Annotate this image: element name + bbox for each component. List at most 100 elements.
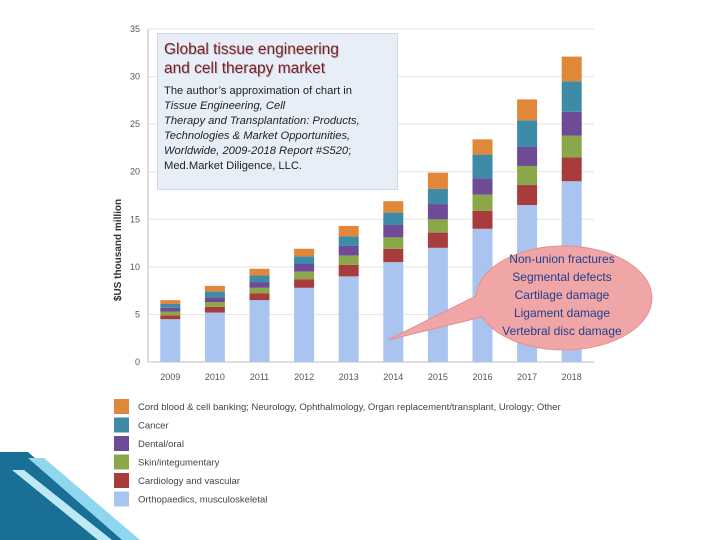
y-tick-label-7: 35 xyxy=(130,24,140,34)
source-line-3: Therapy and Transplantation: Products, xyxy=(164,115,360,127)
source-line-4: Technologies & Market Opportunities, xyxy=(164,130,351,142)
bar-2013-series-5 xyxy=(338,225,359,237)
bar-2011-series-5 xyxy=(249,268,270,276)
bar-2011-series-4 xyxy=(249,275,270,283)
x-tick-label-2010: 2010 xyxy=(205,372,225,382)
callout-text: Non-union fractures Segmental defects Ca… xyxy=(480,250,644,340)
legend-swatch-1 xyxy=(114,473,129,488)
bar-2015-series-3 xyxy=(427,204,448,220)
chart-title: Global tissue engineering and cell thera… xyxy=(164,40,391,78)
legend-swatch-5 xyxy=(114,399,129,414)
callout-line-4: Ligament damage xyxy=(513,306,611,320)
legend-label-3: Dental/oral xyxy=(138,439,184,450)
title-line-1: Global tissue engineering xyxy=(164,41,339,58)
legend-swatch-2 xyxy=(114,454,129,470)
bar-2017-series-2 xyxy=(517,166,538,186)
legend-swatch-3 xyxy=(114,436,129,451)
y-tick-label-1: 5 xyxy=(135,309,140,319)
bar-2014-series-1 xyxy=(383,248,404,263)
x-tick-label-2015: 2015 xyxy=(428,372,448,382)
bar-2013-series-3 xyxy=(338,245,359,256)
legend-label-4: Cancer xyxy=(138,421,169,432)
bar-2011-series-2 xyxy=(249,287,270,294)
x-tick-label-2009: 2009 xyxy=(160,372,180,382)
bar-2011-series-1 xyxy=(249,293,270,301)
bar-2015-series-0 xyxy=(427,247,448,362)
bar-2012-series-3 xyxy=(294,264,315,272)
source-line-1: The author’s approximation of chart in xyxy=(164,85,353,97)
bar-2016-series-4 xyxy=(472,154,493,179)
corner-shape-dark xyxy=(0,452,128,540)
bar-2011-series-3 xyxy=(249,282,270,288)
y-tick-label-4: 20 xyxy=(130,167,140,177)
title-line-2: and cell therapy market xyxy=(164,60,326,77)
y-tick-label-3: 15 xyxy=(130,214,140,224)
source-line-5: Worldwide, 2009-2018 Report #S520; xyxy=(164,144,391,159)
callout-line-3: Cartilage damage xyxy=(514,288,610,302)
callout-line-2: Segmental defects xyxy=(512,270,612,284)
y-tick-label-2: 10 xyxy=(130,262,140,272)
bar-2013-series-4 xyxy=(338,236,359,246)
legend-label-0: Orthopaedics, musculoskeletal xyxy=(138,495,267,506)
x-tick-label-2016: 2016 xyxy=(472,372,492,382)
bar-2017-series-3 xyxy=(517,146,538,167)
x-tick-label-2012: 2012 xyxy=(294,372,314,382)
bar-2009-series-2 xyxy=(160,311,181,316)
bar-2009-series-5 xyxy=(160,300,181,304)
y-ticks: 0 5 10 15 20 25 30 35 xyxy=(130,24,140,367)
bar-2015-series-2 xyxy=(427,219,448,233)
legend-label-5: Cord blood & cell banking; Neurology, Op… xyxy=(138,402,561,413)
corner-shape-light xyxy=(28,458,140,540)
bar-2009-series-0 xyxy=(160,319,181,362)
source-line-6: Med.Market Diligence, LLC. xyxy=(164,160,303,172)
title-box: Global tissue engineering and cell thera… xyxy=(157,33,398,190)
source-line-2: Tissue Engineering, Cell xyxy=(164,100,286,112)
bar-2012-series-5 xyxy=(294,248,315,257)
bar-2017-series-5 xyxy=(517,99,538,121)
bar-2015-series-5 xyxy=(427,172,448,189)
x-tick-label-2013: 2013 xyxy=(339,372,359,382)
x-ticks: 2009 2010 2011 2012 2013 2014 2015 2016 2017 2018 xyxy=(160,372,581,382)
callout-bubble xyxy=(387,245,653,351)
bar-2014-series-2 xyxy=(383,237,404,249)
bar-2016-series-5 xyxy=(472,139,493,155)
callout-line-5: Vertebral disc damage xyxy=(502,324,622,338)
source-note: The author’s approximation of chart in T… xyxy=(164,84,391,174)
bar-2010-series-5 xyxy=(204,285,225,292)
bar-2018-series-1 xyxy=(561,157,582,182)
bar-2013-series-0 xyxy=(338,276,359,362)
bar-2009-series-4 xyxy=(160,303,181,308)
bar-2010-series-4 xyxy=(204,291,225,298)
bar-2012-series-2 xyxy=(294,271,315,280)
bar-2010-series-1 xyxy=(204,306,225,313)
callout-line-1: Non-union fractures xyxy=(509,252,615,266)
bar-2009-series-3 xyxy=(160,307,181,312)
source-line-5-tail: ; xyxy=(348,145,352,157)
bar-2014-series-5 xyxy=(383,201,404,213)
bar-2015-series-1 xyxy=(427,232,448,248)
bar-2014-series-4 xyxy=(383,212,404,225)
legend-label-2: Skin/integumentary xyxy=(138,458,220,469)
bar-2013-series-2 xyxy=(338,255,359,265)
y-axis-label: $US thousand million xyxy=(113,199,124,301)
y-tick-label-5: 25 xyxy=(130,119,140,129)
bar-2012-series-0 xyxy=(294,287,315,362)
legend-label-1: Cardiology and vascular xyxy=(138,476,240,487)
legend: Cord blood & cell banking; Neurology, Op… xyxy=(114,399,561,507)
legend-swatch-0 xyxy=(114,491,129,507)
legend-swatch-4 xyxy=(114,417,129,433)
bar-2014-series-3 xyxy=(383,224,404,238)
bar-2014-series-0 xyxy=(383,262,404,362)
bar-2010-series-0 xyxy=(204,312,225,362)
y-tick-label-0: 0 xyxy=(135,357,140,367)
source-line-5-italic: Worldwide, 2009-2018 Report #S520 xyxy=(164,145,349,157)
y-tick-label-6: 30 xyxy=(130,72,140,82)
bar-2018-series-2 xyxy=(561,135,582,158)
x-tick-label-2011: 2011 xyxy=(250,372,269,382)
bar-2010-series-3 xyxy=(204,297,225,303)
x-tick-label-2014: 2014 xyxy=(383,372,403,382)
x-tick-label-2017: 2017 xyxy=(517,372,537,382)
bar-2016-series-2 xyxy=(472,194,493,211)
